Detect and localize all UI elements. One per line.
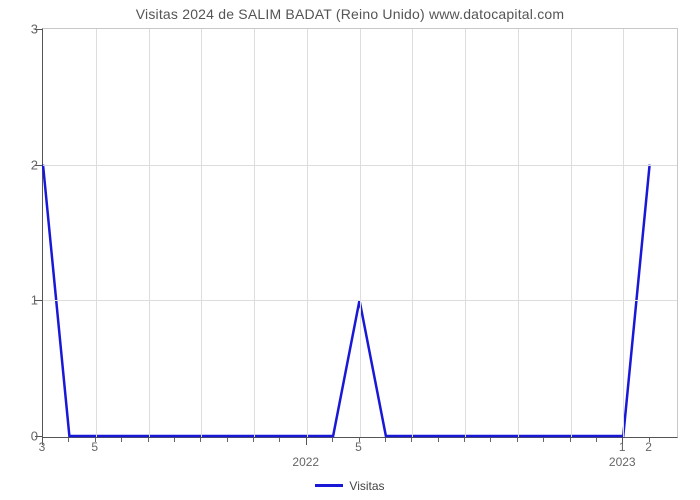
x-minor-tick — [596, 438, 597, 442]
x-minor-tick — [148, 438, 149, 442]
y-tick — [35, 436, 42, 437]
x-minor-tick — [570, 438, 571, 442]
vgrid-line — [360, 29, 361, 437]
plot-area — [42, 28, 678, 438]
x-minor-tick — [253, 438, 254, 442]
vgrid-line — [465, 29, 466, 437]
x-minor-tick — [200, 438, 201, 442]
x-minor-tick — [490, 438, 491, 442]
y-axis-label: 2 — [8, 157, 38, 172]
legend-swatch — [315, 484, 343, 487]
vgrid-line — [623, 29, 624, 437]
x-axis-number: 1 — [619, 440, 626, 454]
vgrid-line — [149, 29, 150, 437]
chart-title: Visitas 2024 de SALIM BADAT (Reino Unido… — [0, 6, 700, 22]
y-tick — [35, 300, 42, 301]
x-axis-year: 2023 — [609, 455, 636, 469]
x-minor-tick — [385, 438, 386, 442]
vgrid-line — [96, 29, 97, 437]
x-axis-number: 3 — [39, 440, 46, 454]
x-minor-tick — [68, 438, 69, 442]
x-minor-tick — [411, 438, 412, 442]
vgrid-line — [571, 29, 572, 437]
x-minor-tick — [517, 438, 518, 442]
chart-container: Visitas 2024 de SALIM BADAT (Reino Unido… — [0, 0, 700, 500]
y-axis-label: 1 — [8, 293, 38, 308]
x-minor-tick — [464, 438, 465, 442]
x-minor-tick — [174, 438, 175, 442]
x-axis-number: 2 — [645, 440, 652, 454]
vgrid-line — [518, 29, 519, 437]
vgrid-line — [412, 29, 413, 437]
vgrid-line — [307, 29, 308, 437]
x-axis-number: 5 — [91, 440, 98, 454]
y-axis-label: 3 — [8, 22, 38, 37]
vgrid-line — [254, 29, 255, 437]
y-axis-label: 0 — [8, 429, 38, 444]
x-axis-year: 2022 — [292, 455, 319, 469]
x-major-tick — [306, 438, 307, 445]
x-minor-tick — [438, 438, 439, 442]
y-tick — [35, 165, 42, 166]
vgrid-line — [201, 29, 202, 437]
legend: Visitas — [0, 478, 700, 493]
x-axis-number: 5 — [355, 440, 362, 454]
x-minor-tick — [332, 438, 333, 442]
x-minor-tick — [121, 438, 122, 442]
x-minor-tick — [279, 438, 280, 442]
x-minor-tick — [227, 438, 228, 442]
legend-label: Visitas — [349, 479, 384, 493]
x-minor-tick — [543, 438, 544, 442]
y-tick — [35, 29, 42, 30]
